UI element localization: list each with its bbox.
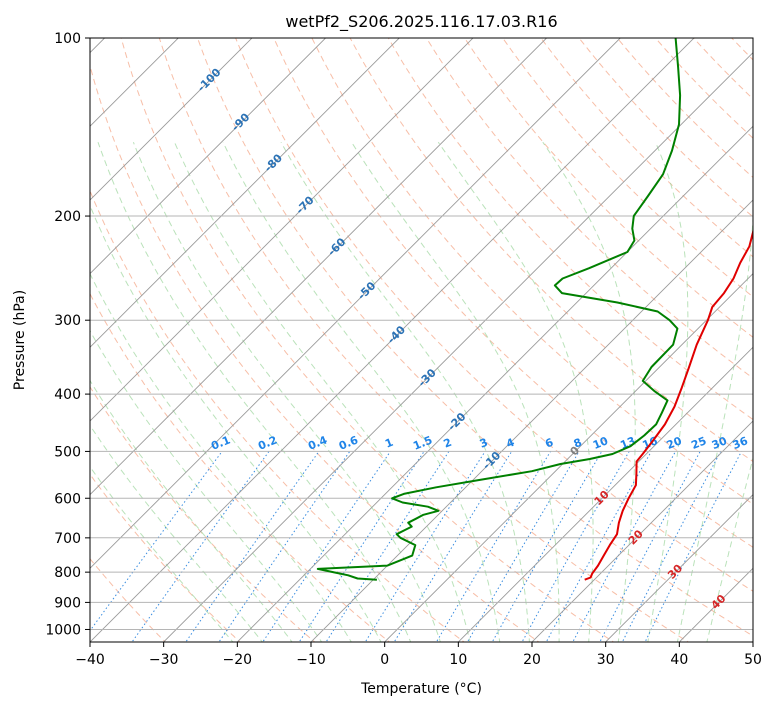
mixing-ratio-line [90, 451, 223, 632]
isotherm-line [90, 38, 621, 569]
x-axis: −40 −30 −20 −10 0 10 20 30 40 50 [75, 642, 762, 668]
moist-adiabat [174, 141, 471, 642]
mixing-ratio-line [572, 451, 676, 642]
isotherm-line [90, 38, 253, 201]
mixing-ratio-line [298, 451, 425, 642]
moist-adiabat [90, 204, 382, 642]
mixing-ratio-line [599, 451, 701, 642]
dry-adiabat [502, 38, 753, 298]
dry-adiabat [311, 38, 753, 505]
isotherm-line [90, 38, 400, 348]
mixing-ratio-label: 30 [710, 434, 729, 452]
x-tick-label: 30 [597, 652, 615, 668]
mixing-ratio-label: 3 [478, 436, 490, 451]
mixing-ratio-label: 10 [591, 434, 610, 452]
y-tick-label: 900 [54, 595, 81, 611]
x-axis-label: Temperature (°C) [360, 681, 482, 697]
moist-adiabat [647, 142, 689, 642]
moist-adiabat [132, 142, 441, 642]
moist-adiabat [437, 141, 594, 642]
y-tick-label: 200 [54, 209, 81, 225]
y-tick-label: 500 [54, 444, 81, 460]
background-lines [90, 38, 753, 642]
mixing-ratio-label: 25 [689, 434, 708, 452]
x-tick-label: −40 [75, 652, 105, 668]
plot-area [90, 38, 753, 642]
mixing-ratio-line [131, 451, 270, 642]
dry-adiabat [387, 38, 753, 421]
isotherm-line [90, 38, 179, 127]
y-tick-label: 600 [54, 491, 81, 507]
isotherm-line [90, 38, 327, 275]
isotherm-line [90, 38, 695, 642]
isotherm-line [162, 51, 753, 642]
mixing-ratio-label: 20 [665, 434, 684, 452]
y-tick-label: 100 [54, 31, 81, 47]
moist-adiabat [97, 142, 412, 642]
mixing-ratio-line [262, 451, 391, 642]
mixing-ratio-line [364, 451, 486, 642]
y-tick-label: 1000 [45, 622, 81, 638]
isotherm-line [90, 38, 548, 496]
x-tick-label: 40 [670, 652, 688, 668]
x-tick-label: −20 [223, 652, 253, 668]
mixing-ratio-label: 8 [572, 436, 584, 451]
x-tick-label: −30 [149, 652, 179, 668]
dry-adiabat [425, 38, 753, 379]
x-tick-label: 10 [449, 652, 467, 668]
mixing-ratio-label: 36 [731, 434, 750, 452]
y-tick-label: 300 [54, 313, 81, 329]
moist-adiabat [90, 424, 264, 642]
dewpoint-profile-line [316, 38, 682, 581]
mixing-ratio-label: 2 [442, 436, 454, 451]
isotherm-line [604, 493, 753, 642]
moist-adiabat [351, 141, 560, 642]
mixing-ratio-line [545, 451, 652, 642]
mixing-ratio-label: 13 [618, 434, 637, 452]
dry-adiabat [273, 38, 753, 548]
isotherm-line [457, 346, 753, 642]
mixing-ratio-line [393, 451, 513, 642]
dry-adiabat [158, 38, 690, 642]
mixing-ratio-line [466, 451, 580, 642]
isotherm-line [310, 199, 753, 642]
moist-adiabat [90, 379, 293, 642]
grid-lines [90, 38, 753, 642]
temperature-profile-line [584, 227, 753, 581]
x-tick-label: 20 [523, 652, 541, 668]
mixing-ratio-line [621, 451, 722, 642]
moist-adiabat [280, 141, 530, 642]
sounding-profiles [316, 38, 753, 581]
moist-adiabat [542, 141, 636, 642]
dry-adiabat [464, 38, 753, 338]
x-tick-label: 0 [380, 652, 389, 668]
y-tick-label: 700 [54, 531, 81, 547]
moist-adiabat [676, 142, 753, 642]
isotherm-line [236, 125, 753, 642]
moist-adiabat [706, 456, 753, 642]
y-tick-label: 800 [54, 565, 81, 581]
y-axis-label: Pressure (hPa) [12, 290, 28, 390]
plot-frame [89, 37, 754, 643]
dry-adiabat [235, 38, 753, 592]
isotherm-line [383, 272, 753, 642]
chart-title: wetPf2_S206.2025.116.17.03.R16 [285, 12, 557, 32]
moist-adiabat [222, 141, 501, 642]
x-tick-label: −10 [296, 652, 326, 668]
y-tick-label: 400 [54, 387, 81, 403]
mixing-ratio-line [218, 451, 351, 642]
mixing-ratio-line [435, 451, 552, 642]
dry-adiabat [349, 38, 753, 463]
mixing-ratio-label: 1 [383, 436, 395, 451]
y-axis: 1000 900 800 700 600 500 400 300 200 100 [45, 31, 90, 638]
dry-adiabat [196, 38, 753, 637]
mixing-ratio-line [185, 451, 320, 642]
isotherm-line [531, 420, 753, 642]
x-tick-label: 50 [744, 652, 762, 668]
moist-adiabat [90, 329, 323, 642]
isotherm-line [90, 38, 474, 422]
